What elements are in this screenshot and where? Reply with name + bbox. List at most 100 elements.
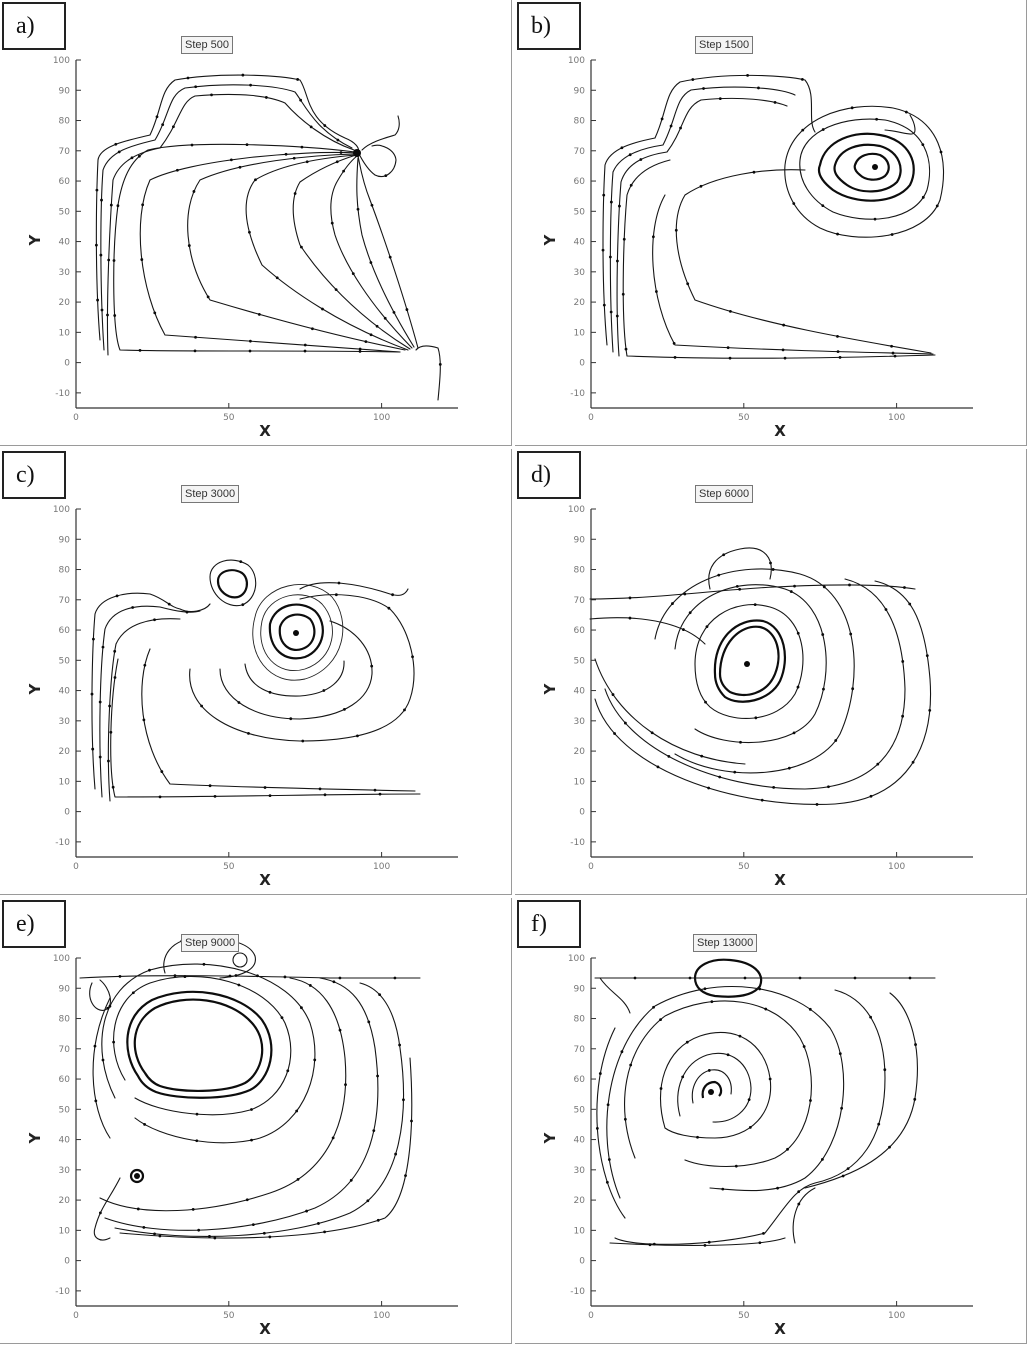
panel-d-y-tick-label: 40	[574, 687, 586, 697]
panel-e-streamlines	[79, 937, 421, 1241]
panel-c-arrow-mark	[153, 618, 156, 622]
panel-e-arrow-mark	[136, 1207, 140, 1211]
panel-a-arrow-mark	[438, 362, 442, 366]
panel-a-arrow-marks	[94, 73, 442, 366]
panel-c-y-tick-label: 50	[59, 656, 71, 666]
panel-f-y-tick-label: 60	[574, 1075, 586, 1085]
panel-f-arrow-mark	[598, 1072, 602, 1075]
panel-a-arrow-mark	[364, 340, 368, 344]
panel-a-arrow-mark	[194, 85, 198, 89]
panel-a-arrow-mark	[155, 115, 159, 119]
panel-c-arrow-mark	[131, 606, 135, 609]
panel-b-arrow-mark	[800, 78, 804, 81]
panel-a-arrow-mark	[284, 152, 288, 156]
panel-a-arrow-mark	[321, 307, 324, 311]
panel-a-arrow-mark	[113, 314, 117, 317]
panel-d-arrow-mark	[925, 654, 929, 658]
panel-f-y-tick-label: 40	[574, 1136, 586, 1146]
panel-b-arrow-mark	[782, 323, 786, 327]
panel-d-y-tick-label: 70	[574, 596, 586, 606]
panel-e-arrow-mark	[228, 974, 232, 978]
panel-d-y-tick-label: 20	[574, 747, 586, 757]
panel-e-arrow-mark	[372, 1129, 376, 1133]
panel-d-y-tick-label: 10	[574, 777, 586, 787]
panel-d-x-tick-label: 100	[888, 862, 905, 872]
panel-f-y-tick-label: 50	[574, 1105, 586, 1115]
panel-c-arrow-mark	[143, 663, 147, 667]
panel-c-arrow-mark	[200, 704, 203, 708]
panel-c-arrow-mark	[378, 792, 382, 796]
panel-d-arrow-mark	[628, 616, 632, 620]
panel-e-arrow-mark	[367, 1020, 371, 1024]
panel-b-y-tick-label: 0	[579, 359, 585, 369]
panel-b-arrow-mark	[921, 195, 925, 199]
panel-f-arrow-mark	[877, 1122, 881, 1126]
panel-c-arrow-mark	[268, 794, 272, 798]
panel-d-arrow-mark	[901, 714, 905, 718]
panel-b-arrow-mark	[904, 110, 908, 114]
panel-d-arrow-mark	[834, 739, 838, 742]
panel-a-arrow-mark	[392, 310, 396, 314]
panel-f-y-tick-label: 10	[574, 1226, 586, 1236]
panel-b-arrow-mark	[672, 341, 676, 345]
panel-e-arrow-mark	[283, 975, 287, 979]
panel-f-arrow-mark	[652, 1242, 656, 1246]
panel-e-arrow-mark	[250, 1108, 253, 1111]
panel-e-arrow-mark	[317, 1222, 320, 1225]
panel-f-arrow-mark	[703, 987, 707, 991]
panel-c-arrow-mark	[263, 786, 267, 789]
panel-f-arrow-mark	[606, 1103, 610, 1107]
panel-f-x-tick-label: 100	[888, 1311, 905, 1321]
panel-f-arrow-mark	[840, 1106, 844, 1110]
panel-c-axes: 0 50 100 -10 0 10 20 30 40 50 60 70 80 90 100 X Y	[26, 505, 458, 889]
panel-e-arrow-mark	[237, 983, 241, 987]
panel-d-arrow-marks	[611, 553, 932, 806]
panel-a-arrow-mark	[171, 125, 175, 129]
panel-f-y-tick-label: 30	[574, 1166, 586, 1176]
panel-b-arrow-mark	[836, 350, 840, 354]
panel-b-arrow-mark	[718, 97, 722, 101]
panel-b-plot: 0 50 100 -10 0 10 20 30 40 50 60 70 80 90 100 X Y	[541, 56, 973, 440]
panel-b-y-tick-label: 10	[574, 328, 586, 338]
panel-a-arrow-mark	[370, 203, 374, 207]
panel-d-y-tick-label: 60	[574, 626, 586, 636]
panel-b-arrow-mark	[651, 235, 655, 239]
panel-d-arrow-mark	[628, 596, 632, 600]
panel-f-arrow-mark	[747, 1098, 751, 1102]
panel-d-x-axis-title: X	[774, 871, 786, 889]
panel-d-y-axis-title: Y	[541, 682, 559, 695]
panel-e-arrow-mark	[195, 1112, 199, 1116]
panel-b-arrow-mark	[921, 143, 925, 147]
panel-b-y-tick-label: 50	[574, 207, 586, 217]
panel-a-arrow-mark	[206, 295, 210, 299]
panel-a-arrow-mark	[254, 178, 257, 182]
panel-c-arrow-mark	[268, 690, 272, 694]
panel-b-y-tick-label: 20	[574, 298, 586, 308]
panel-a-arrow-mark	[117, 150, 121, 154]
panel-b-arrow-mark	[622, 237, 626, 241]
panel-f-arrow-mark	[659, 1018, 662, 1022]
panel-a-step-label: Step 500	[181, 36, 234, 54]
panel-d-arrow-mark	[876, 762, 880, 766]
panel-a-y-tick-label: 10	[59, 328, 71, 338]
panel-d-arrow-mark	[815, 803, 819, 806]
panel-e-arrow-mark	[323, 1230, 326, 1234]
panel-d-arrow-mark	[718, 775, 722, 779]
panel-c-arrow-mark	[289, 717, 293, 721]
panel-f-arrow-mark	[707, 1069, 711, 1072]
panel-d-arrow-mark	[760, 798, 764, 802]
panel-d-arrow-mark	[683, 592, 687, 596]
panel-e-arrow-mark	[404, 1174, 407, 1178]
panel-d-arrow-mark	[624, 721, 627, 725]
panel-f-arrow-mark	[786, 1147, 789, 1151]
panel-a-arrow-mark	[248, 230, 251, 234]
panel-a-y-axis-title: Y	[26, 233, 44, 246]
panel-e-arrow-mark	[234, 974, 238, 977]
panel-b-x-tick-label: 0	[588, 413, 594, 423]
panel-f-arrow-mark	[883, 1068, 887, 1072]
panel-a-arrow-mark	[229, 158, 233, 162]
panel-a-arrow-mark	[303, 349, 307, 353]
panel-b-arrow-mark	[821, 128, 825, 131]
panel-a-arrow-mark	[369, 333, 373, 337]
panel-b-y-tick-label: 80	[574, 117, 586, 127]
